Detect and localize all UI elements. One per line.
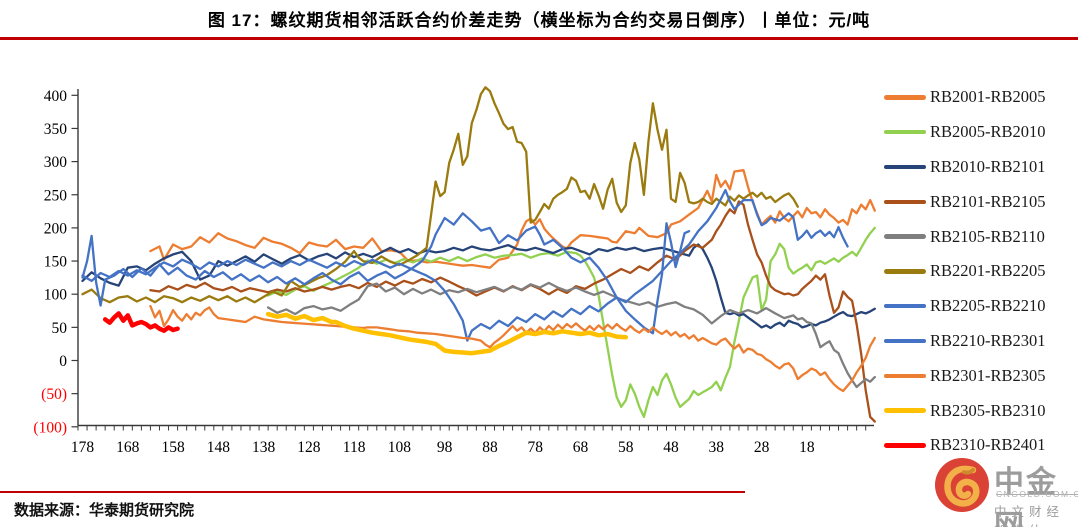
legend-label: RB2210-RB2301 <box>930 330 1046 350</box>
legend-item-RB2205-RB2210: RB2205-RB2210 <box>884 289 1078 324</box>
series-line-RB2305-RB2310 <box>265 311 629 356</box>
legend-swatch <box>884 303 926 309</box>
x-tick-label: 18 <box>799 439 815 456</box>
series-line-RB2001-RB2005 <box>149 169 876 269</box>
series-line-RB2101-RB2105 <box>149 200 876 423</box>
series-line-RB2010-RB2101 <box>81 243 876 330</box>
y-tick-label: (50) <box>41 386 67 403</box>
series-line-RB2310-RB2401 <box>102 311 180 333</box>
y-tick-label: 150 <box>44 254 68 271</box>
x-tick-label: 38 <box>709 439 725 456</box>
legend-label: RB2305-RB2310 <box>930 400 1046 420</box>
legend-swatch <box>884 408 926 413</box>
legend-item-RB2210-RB2301: RB2210-RB2301 <box>884 324 1078 359</box>
legend-item-RB2010-RB2101: RB2010-RB2101 <box>884 150 1078 185</box>
legend-label: RB2001-RB2005 <box>930 87 1046 107</box>
legend-item-RB2305-RB2310: RB2305-RB2310 <box>884 393 1078 428</box>
cngold-logo-icon <box>935 458 989 512</box>
legend-label: RB2101-RB2105 <box>930 191 1046 211</box>
spread-line-chart: 400 350 300 250 200 150 100 50 0 (50) (100)178 168 1… <box>33 86 876 456</box>
legend-swatch <box>884 443 926 448</box>
legend-label: RB2105-RB2110 <box>930 226 1045 246</box>
series-line-RB2201-RB2205 <box>81 86 799 304</box>
legend-label: RB2010-RB2101 <box>930 156 1046 176</box>
legend-item-RB2310-RB2401: RB2310-RB2401 <box>884 428 1078 463</box>
legend-swatch <box>884 164 926 170</box>
series-line-RB2105-RB2110 <box>266 281 876 389</box>
legend-swatch <box>884 95 926 100</box>
legend-swatch <box>884 269 926 274</box>
series-line-RB2005-RB2010 <box>266 226 876 419</box>
legend-label: RB2201-RB2205 <box>930 261 1046 281</box>
x-tick-label: 58 <box>618 439 634 456</box>
x-tick-label: 168 <box>116 439 140 456</box>
cngold-watermark: 中金网 CNGOLD.COM.CN 中文财经新媒体 <box>930 455 1078 527</box>
chart-title: 图 17：螺纹期货相邻活跃合约价差走势（横坐标为合约交易日倒序）丨单位：元/吨 <box>207 11 871 30</box>
legend-swatch <box>884 199 926 205</box>
y-tick-label: 400 <box>44 88 68 105</box>
data-source-note: 数据来源：华泰期货研究院 <box>14 502 195 519</box>
x-tick-label: 28 <box>754 439 770 456</box>
y-tick-label: 300 <box>44 154 68 171</box>
x-tick-label: 108 <box>388 439 412 456</box>
y-tick-label: 50 <box>52 320 68 337</box>
series-line-RB2210-RB2301 <box>81 188 849 342</box>
x-tick-label: 148 <box>207 439 231 456</box>
x-tick-label: 78 <box>527 439 543 456</box>
y-tick-label: 350 <box>44 121 68 138</box>
legend-item-RB2001-RB2005: RB2001-RB2005 <box>884 80 1078 115</box>
legend-item-RB2101-RB2105: RB2101-RB2105 <box>884 184 1078 219</box>
y-tick-label: 250 <box>44 187 68 204</box>
x-tick-label: 178 <box>71 439 95 456</box>
legend-label: RB2310-RB2401 <box>930 435 1046 455</box>
cngold-domain: CNGOLD.COM.CN <box>996 489 1078 499</box>
legend-label: RB2005-RB2010 <box>930 122 1046 142</box>
legend-item-RB2005-RB2010: RB2005-RB2010 <box>884 115 1078 150</box>
legend-swatch <box>884 129 926 135</box>
cngold-tagline: 中文财经新媒体 <box>994 505 1065 527</box>
x-tick-label: 138 <box>252 439 276 456</box>
y-tick-label: 0 <box>59 353 67 370</box>
series-line-RB2205-RB2210 <box>81 212 691 335</box>
x-tick-label: 158 <box>161 439 185 456</box>
x-tick-label: 128 <box>297 439 321 456</box>
bottom-divider <box>0 491 745 493</box>
legend-label: RB2301-RB2305 <box>930 365 1046 385</box>
y-tick-label: (100) <box>33 419 67 436</box>
chart-legend: RB2001-RB2005 RB2005-RB2010 RB2010-RB2101 R… <box>884 80 1078 463</box>
series-line-RB2301-RB2305 <box>149 304 876 393</box>
legend-swatch <box>884 373 926 379</box>
x-tick-label: 118 <box>343 439 366 456</box>
legend-swatch <box>884 338 926 344</box>
legend-label: RB2205-RB2210 <box>930 296 1046 316</box>
x-tick-label: 48 <box>663 439 679 456</box>
top-divider <box>0 37 1078 40</box>
legend-item-RB2301-RB2305: RB2301-RB2305 <box>884 358 1078 393</box>
legend-item-RB2201-RB2205: RB2201-RB2205 <box>884 254 1078 289</box>
x-tick-label: 88 <box>482 439 498 456</box>
x-tick-label: 68 <box>573 439 589 456</box>
x-tick-label: 98 <box>437 439 453 456</box>
y-tick-label: 100 <box>44 287 68 304</box>
y-tick-label: 200 <box>44 220 68 237</box>
cngold-name: 中金网 <box>994 466 1058 527</box>
legend-item-RB2105-RB2110: RB2105-RB2110 <box>884 219 1078 254</box>
legend-swatch <box>884 234 926 239</box>
